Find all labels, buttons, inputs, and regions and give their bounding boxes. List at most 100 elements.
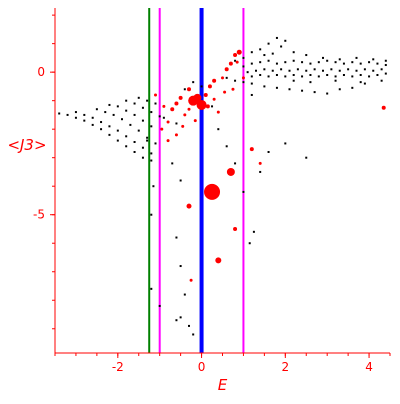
black-point: [108, 133, 111, 136]
black-point: [141, 106, 144, 109]
black-point: [95, 108, 98, 111]
black-point: [326, 59, 329, 62]
black-point: [137, 129, 140, 132]
x-axis-title: E: [218, 376, 228, 394]
black-point: [384, 72, 387, 75]
black-point: [129, 123, 132, 126]
black-point: [121, 118, 123, 121]
red-point: [187, 107, 191, 111]
black-point: [179, 316, 182, 319]
black-point: [116, 105, 119, 108]
red-point: [223, 90, 227, 94]
black-point: [334, 75, 337, 78]
black-point: [116, 139, 119, 142]
black-point: [322, 56, 324, 59]
black-point: [146, 136, 149, 139]
black-point: [242, 65, 245, 68]
black-point: [66, 113, 69, 116]
black-point: [158, 304, 161, 307]
black-point: [116, 129, 119, 132]
black-point: [359, 62, 362, 65]
black-point: [154, 142, 157, 145]
red-point: [160, 127, 164, 131]
black-point: [183, 293, 186, 296]
red-point: [207, 84, 212, 89]
black-point: [271, 52, 274, 55]
black-point: [133, 113, 136, 116]
black-point: [234, 59, 237, 62]
black-point: [150, 159, 153, 162]
x-tick-label: 4: [365, 360, 373, 374]
black-point: [248, 242, 251, 245]
black-point: [188, 324, 190, 327]
red-point: [241, 76, 245, 80]
black-point: [267, 59, 270, 62]
black-point: [301, 89, 304, 92]
black-point: [351, 75, 354, 78]
black-point: [330, 68, 333, 71]
black-point: [275, 36, 278, 39]
black-point: [217, 128, 220, 131]
black-point: [376, 62, 379, 65]
black-point: [171, 162, 174, 165]
black-point: [104, 111, 107, 114]
red-point: [258, 161, 262, 165]
black-point: [108, 125, 111, 128]
black-point: [250, 82, 253, 85]
black-point: [292, 59, 295, 62]
black-point: [271, 69, 274, 72]
black-point: [100, 121, 103, 124]
black-point: [255, 69, 257, 72]
black-point: [179, 179, 182, 182]
red-point: [186, 203, 192, 209]
black-point: [368, 61, 371, 64]
black-point: [284, 39, 287, 42]
black-point: [309, 81, 312, 84]
black-point: [150, 125, 153, 128]
black-point: [280, 45, 283, 48]
x-tick-label: 2: [281, 360, 289, 374]
black-point: [125, 109, 128, 112]
black-point: [108, 103, 111, 106]
red-point: [235, 60, 239, 64]
black-point: [74, 116, 77, 119]
black-point: [380, 79, 383, 82]
black-point: [252, 230, 255, 233]
black-point: [376, 74, 379, 77]
red-point: [249, 147, 254, 152]
black-point: [284, 61, 287, 64]
black-point: [372, 69, 375, 72]
y-tick-label: -5: [33, 208, 45, 222]
red-point: [231, 87, 235, 91]
black-point: [259, 61, 262, 64]
black-point: [288, 88, 291, 91]
red-point: [381, 105, 386, 110]
black-point: [133, 141, 136, 144]
black-point: [342, 74, 345, 77]
black-point: [263, 54, 266, 57]
black-point: [384, 59, 387, 62]
black-point: [133, 102, 136, 105]
black-point: [351, 61, 354, 64]
black-point: [58, 112, 61, 115]
black-point: [355, 56, 358, 59]
black-point: [141, 146, 144, 149]
black-point: [125, 145, 128, 148]
red-point: [236, 49, 242, 55]
black-point: [234, 162, 237, 165]
black-point: [74, 111, 77, 114]
red-point: [166, 120, 170, 124]
black-point: [313, 68, 316, 71]
red-point: [181, 124, 185, 128]
x-tick-label: -2: [112, 360, 124, 374]
black-point: [288, 69, 291, 72]
black-point: [309, 74, 312, 77]
red-point: [224, 67, 229, 72]
black-point: [292, 79, 295, 82]
red-point: [205, 104, 210, 109]
black-point: [334, 79, 337, 82]
red-point: [226, 167, 235, 176]
black-point: [175, 319, 178, 322]
black-point: [296, 68, 299, 71]
